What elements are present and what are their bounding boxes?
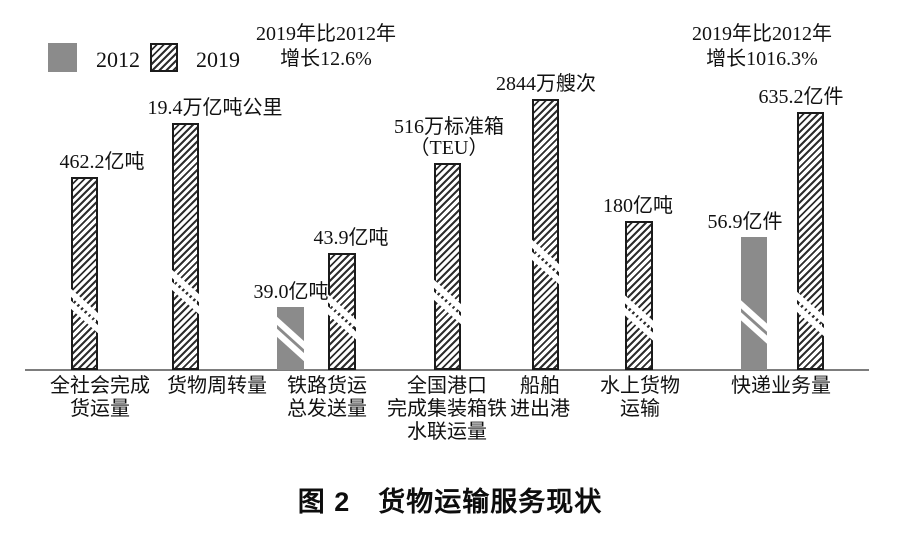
- value-label: 56.9亿件: [707, 211, 783, 233]
- category-label: 铁路货运 总发送量: [287, 375, 367, 420]
- value-label: 39.0亿吨: [253, 281, 329, 303]
- bar-2019-6: [625, 221, 653, 370]
- bar-2019-5: [532, 99, 559, 370]
- value-label: 635.2亿件: [758, 86, 844, 108]
- value-label: 19.4万亿吨公里: [147, 97, 283, 119]
- bar-2019-3: [328, 253, 356, 370]
- legend-label-2019: 2019: [196, 47, 240, 72]
- category-label: 全国港口 完成集装箱铁 水联运量: [387, 375, 507, 443]
- growth-annotation-line1: 2019年比2012年: [256, 23, 396, 45]
- value-label: 462.2亿吨: [59, 151, 145, 173]
- figure-title: 图 2 货物运输服务现状: [297, 487, 603, 517]
- legend-label-2012: 2012: [96, 47, 140, 72]
- value-label: 43.9亿吨: [313, 227, 389, 249]
- bar-2019-8: [797, 112, 824, 370]
- growth-annotation-turnover: 2019年比2012年 增长12.6%: [256, 22, 396, 72]
- growth-annotation-line2: 增长12.6%: [280, 48, 372, 70]
- value-label: 516万标准箱 （TEU）: [394, 116, 504, 159]
- legend-swatch-2019: [150, 43, 178, 72]
- category-label: 货物周转量: [167, 375, 267, 397]
- growth-annotation-line2: 增长1016.3%: [706, 48, 818, 70]
- bar-2012-2: [277, 307, 304, 370]
- value-label: 180亿吨: [603, 195, 673, 217]
- bar-2019-0: [71, 177, 98, 370]
- bar-2019-1: [172, 123, 199, 370]
- growth-annotation-express: 2019年比2012年 增长1016.3%: [692, 22, 832, 72]
- bar-2012-7: [741, 237, 767, 370]
- bar-2019-4: [434, 163, 461, 370]
- category-label: 全社会完成 货运量: [50, 375, 150, 420]
- legend-swatch-2012: [48, 43, 77, 72]
- category-label: 船舶 进出港: [510, 375, 570, 420]
- category-label: 水上货物 运输: [600, 375, 680, 420]
- x-axis-line: [25, 369, 869, 371]
- value-label: 2844万艘次: [496, 73, 596, 95]
- growth-annotation-line1: 2019年比2012年: [692, 23, 832, 45]
- category-label: 快递业务量: [731, 375, 831, 397]
